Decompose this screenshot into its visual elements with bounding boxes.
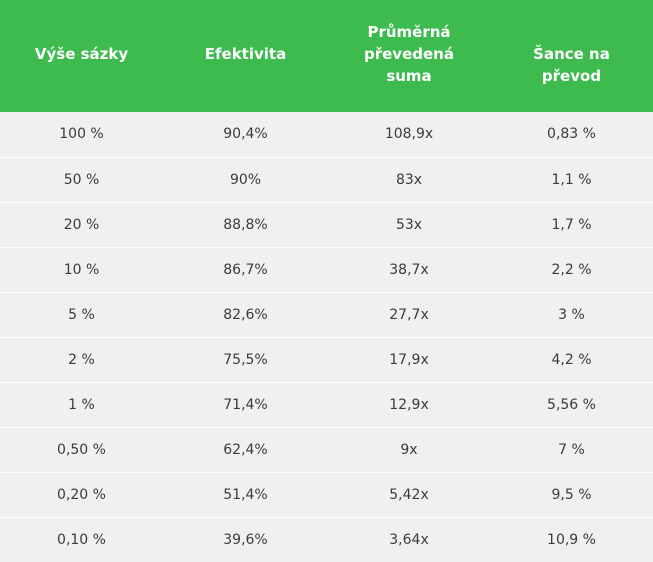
cell-bet: 20 % [0, 202, 163, 248]
cell-chance: 4,2 % [490, 337, 653, 383]
cell-bet: 0,10 % [57, 531, 106, 548]
cell-efficiency: 71,4% [163, 382, 328, 428]
cell-bet: 0,20 % [0, 472, 163, 518]
cell-efficiency: 75,5% [163, 337, 328, 383]
cell-average: 12,9x [328, 382, 490, 428]
cell-efficiency: 62,4% [163, 427, 328, 473]
table-header: Výše sázky Efektivita Průměrná převedená… [0, 0, 653, 112]
header-transfer-chance: Šance na převod [490, 0, 653, 112]
cell-chance: 3 % [490, 292, 653, 338]
cell-average: 27,7x [328, 292, 490, 338]
cell-efficiency: 82,6% [163, 292, 328, 338]
cell-average: 9x [328, 427, 490, 473]
header-average-line3: suma [386, 67, 432, 85]
cell-chance: 2,2 % [490, 247, 653, 293]
cell-efficiency: 86,7% [163, 247, 328, 293]
cell-chance: 5,56 % [490, 382, 653, 428]
header-average-amount: Průměrná převedená suma [328, 0, 490, 112]
cell-average: 5,42x [328, 472, 490, 518]
cell-average: 53x [328, 202, 490, 248]
header-chance-line1: Šance na [533, 45, 610, 63]
table-row: 100 % 90,4% 108,9x 0,83 % [0, 112, 653, 158]
cell-bet: 1 % [0, 382, 163, 428]
header-bet-amount-label: Výše sázky [34, 45, 129, 63]
table-row: 10 % 86,7% 38,7x 2,2 % [0, 247, 653, 293]
cell-average: 3,64x [389, 531, 429, 548]
header-efficiency-label: Efektivita [204, 45, 287, 63]
table-row: 0,50 % 62,4% 9x 7 % [0, 427, 653, 473]
cell-bet: 0,50 % [0, 427, 163, 473]
table-row: 0,20 % 51,4% 5,42x 9,5 % [0, 472, 653, 518]
cell-efficiency: 90% [163, 157, 328, 203]
header-average-line2: převedená [364, 45, 454, 63]
table-row: 0,10 % 39,6% 3,64x 10,9 % [0, 517, 653, 562]
cell-efficiency: 88,8% [163, 202, 328, 248]
table-row: 20 % 88,8% 53x 1,7 % [0, 202, 653, 248]
cell-chance: 10,9 % [547, 531, 596, 548]
header-chance-line2: převod [541, 67, 602, 85]
cell-efficiency: 90,4% [163, 112, 328, 158]
table-row: 5 % 82,6% 27,7x 3 % [0, 292, 653, 338]
table-row: 50 % 90% 83x 1,1 % [0, 157, 653, 203]
header-row: Výše sázky Efektivita Průměrná převedená… [0, 0, 653, 112]
header-average-line1: Průměrná [367, 23, 451, 41]
cell-chance: 0,83 % [490, 112, 653, 158]
cell-chance: 1,1 % [490, 157, 653, 203]
table-body: 100 % 90,4% 108,9x 0,83 % 50 % 90% 83x 1… [0, 112, 653, 562]
cell-chance: 1,7 % [490, 202, 653, 248]
cell-efficiency: 39,6% [223, 531, 268, 548]
cell-average: 108,9x [328, 112, 490, 158]
cell-efficiency: 51,4% [163, 472, 328, 518]
cell-chance: 7 % [490, 427, 653, 473]
cell-average: 38,7x [328, 247, 490, 293]
cell-bet: 50 % [0, 157, 163, 203]
cell-bet: 5 % [0, 292, 163, 338]
cell-bet: 2 % [0, 337, 163, 383]
header-efficiency: Efektivita [163, 0, 328, 112]
table-row: 2 % 75,5% 17,9x 4,2 % [0, 337, 653, 383]
cell-chance: 9,5 % [490, 472, 653, 518]
cell-average: 83x [328, 157, 490, 203]
table-row: 1 % 71,4% 12,9x 5,56 % [0, 382, 653, 428]
header-bet-amount: Výše sázky [0, 0, 163, 112]
cell-bet: 10 % [0, 247, 163, 293]
cell-average: 17,9x [328, 337, 490, 383]
cell-bet: 100 % [0, 112, 163, 158]
